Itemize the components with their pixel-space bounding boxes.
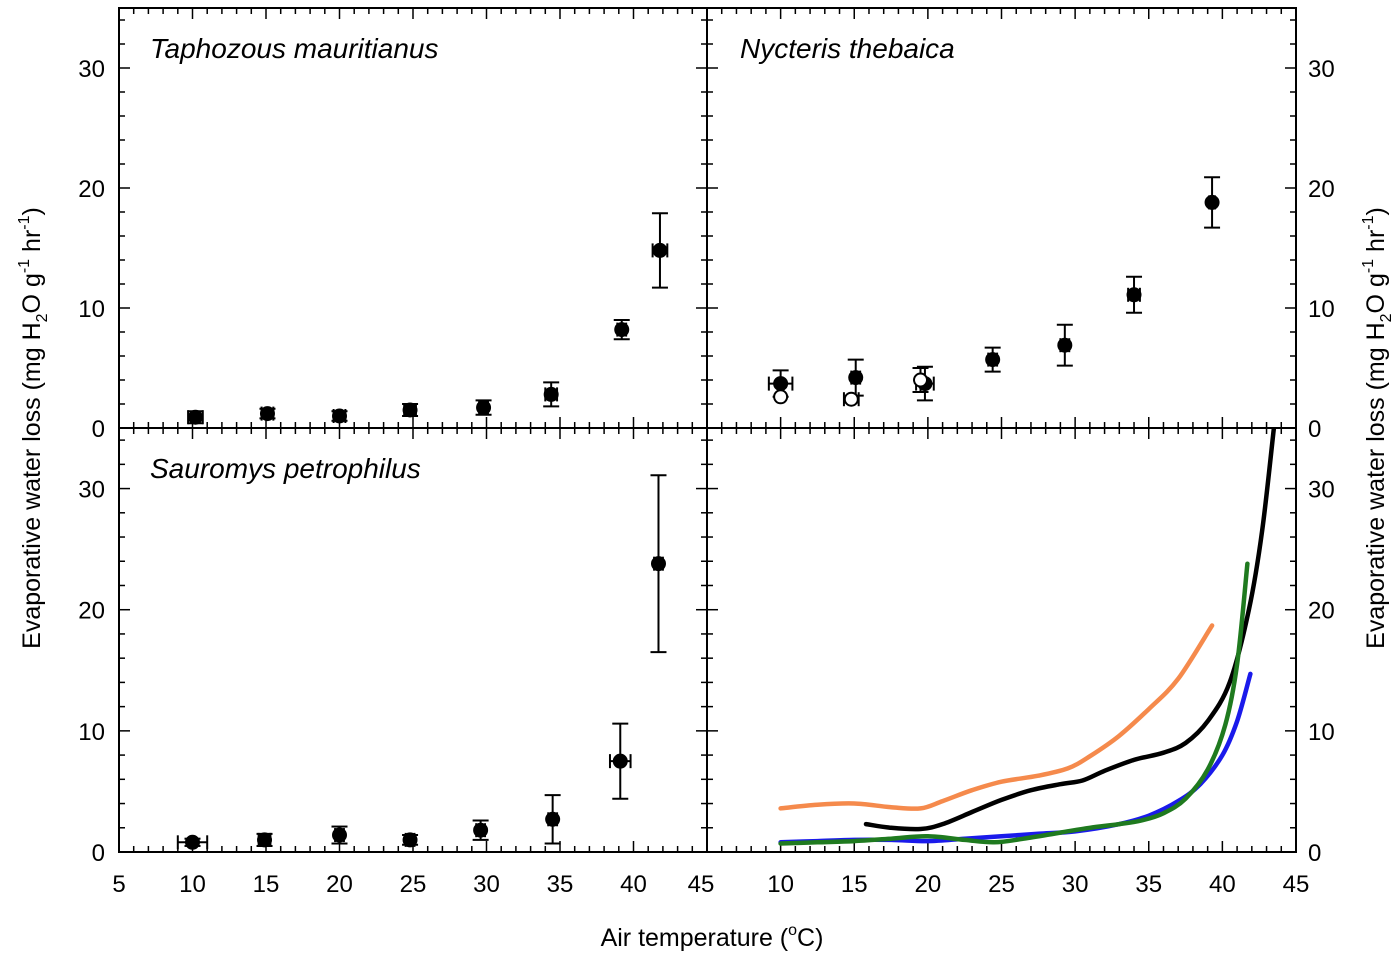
x-tick-label: 45 [1283, 871, 1310, 898]
x-tick-label: 25 [400, 871, 427, 898]
panel-data [187, 212, 669, 425]
y-label-left-mid2: hr [18, 230, 46, 259]
data-point [1126, 287, 1142, 303]
y-tick-label: 0 [1308, 416, 1321, 443]
data-point [1204, 194, 1220, 210]
data-point [476, 400, 492, 416]
data-point [402, 402, 418, 418]
x-tick-label: 25 [988, 871, 1015, 898]
y-label-right-sup1: -1 [1360, 259, 1377, 273]
data-point-open [913, 372, 929, 388]
y-label-left-sup1: -1 [16, 259, 33, 273]
y-axis-label-right: Evaporative water loss (mg H2O g-1 hr-1) [1360, 207, 1395, 649]
data-point [650, 556, 666, 572]
y-tick-label: 20 [78, 598, 105, 625]
data-point [332, 827, 347, 843]
y-tick-label: 30 [1308, 477, 1335, 504]
y-axis-label-left: Evaporative water loss (mg H2O g-1 hr-1) [16, 207, 51, 649]
series-line [778, 623, 1215, 811]
x-tick-label: 35 [1135, 871, 1162, 898]
x-tick-label: 20 [326, 871, 353, 898]
y-tick-label: 0 [92, 416, 105, 443]
y-tick-label: 30 [1308, 56, 1335, 83]
y-tick-label: 30 [78, 477, 105, 504]
panel-top-right: 0 10 20 30 Nycteris thebaica [706, 7, 1335, 443]
x-tick-label: 10 [767, 871, 794, 898]
panels-group: 0 10 20 30 Taphozous mauritianus 0 10 20 30 Nycte… [78, 7, 1335, 898]
panel-frame [118, 427, 708, 853]
x-tick-label: 30 [1062, 871, 1089, 898]
panel-frame [118, 7, 708, 429]
y-label-left-tail: ) [18, 207, 46, 215]
series-line [778, 561, 1250, 846]
x-axis-label-tail: C) [797, 924, 823, 952]
x-tick-label: 15 [841, 871, 868, 898]
series-line [778, 671, 1253, 845]
y-tick-label: 10 [78, 296, 105, 323]
y-label-right-sub: 2 [1378, 313, 1395, 322]
y-tick-label: 10 [1308, 296, 1335, 323]
panel-bottom-left: 0 10 20 30 5 10 15 20 25 30 35 40 45 Sauromys petroph… [78, 427, 715, 898]
data-point [545, 811, 561, 827]
y-label-left-mid1: O g [18, 273, 46, 313]
panel-title: Nycteris thebaica [740, 33, 955, 64]
x-axis-label: Air temperature (oC) [601, 922, 824, 952]
data-point [652, 242, 668, 258]
x-axis-label-main: Air temperature ( [601, 924, 789, 952]
data-point [773, 376, 789, 392]
y-tick-label: 0 [92, 840, 105, 867]
y-label-right-mid2: hr [1362, 230, 1390, 259]
data-point [985, 352, 1001, 368]
data-point [402, 832, 418, 848]
x-tick-label: 35 [547, 871, 574, 898]
data-point [612, 753, 628, 769]
panel-title: Taphozous mauritianus [150, 33, 438, 64]
panel-data [778, 428, 1277, 846]
x-tick-label: 15 [253, 871, 280, 898]
panel-data [767, 176, 1221, 407]
y-tick-label: 0 [1308, 840, 1321, 867]
panel-frame [706, 427, 1297, 853]
data-point [332, 408, 347, 424]
y-tick-label: 20 [1308, 598, 1335, 625]
panel-title: Sauromys petrophilus [150, 453, 421, 484]
panel-top-left: 0 10 20 30 Taphozous mauritianus [78, 7, 708, 443]
panel-frame [706, 7, 1297, 429]
data-point [473, 822, 489, 838]
x-tick-label: 45 [688, 871, 715, 898]
data-point-open [843, 391, 859, 407]
data-point [1057, 337, 1073, 353]
x-tick-label: 40 [1209, 871, 1236, 898]
y-tick-label: 20 [78, 176, 105, 203]
data-point [187, 409, 203, 425]
x-tick-label: 40 [620, 871, 647, 898]
x-tick-label: 30 [473, 871, 500, 898]
y-tick-label: 20 [1308, 176, 1335, 203]
panel-data [176, 474, 667, 850]
data-point [257, 832, 273, 848]
data-point [543, 386, 559, 402]
panel-bottom-right: 0 10 20 30 10 15 20 25 30 35 40 45 [706, 427, 1335, 898]
y-tick-label: 10 [78, 719, 105, 746]
y-label-left-sup2: -1 [16, 215, 33, 229]
y-tick-label: 10 [1308, 719, 1335, 746]
y-label-right-main: Evaporative water loss (mg H [1362, 322, 1390, 649]
y-label-right-tail: ) [1362, 207, 1390, 215]
data-point [848, 370, 864, 386]
x-tick-label: 20 [915, 871, 942, 898]
x-tick-label: 10 [179, 871, 206, 898]
x-tick-label: 5 [112, 871, 125, 898]
y-label-left-sub: 2 [34, 313, 51, 322]
data-point [259, 406, 275, 422]
y-tick-label: 30 [78, 56, 105, 83]
y-label-left-main: Evaporative water loss (mg H [18, 322, 46, 649]
data-point-open [773, 389, 789, 405]
data-point [185, 834, 200, 850]
x-axis-label-sup: o [788, 922, 797, 939]
y-label-right-mid1: O g [1362, 273, 1390, 313]
y-label-right-sup2: -1 [1360, 215, 1377, 229]
data-point [614, 322, 630, 338]
